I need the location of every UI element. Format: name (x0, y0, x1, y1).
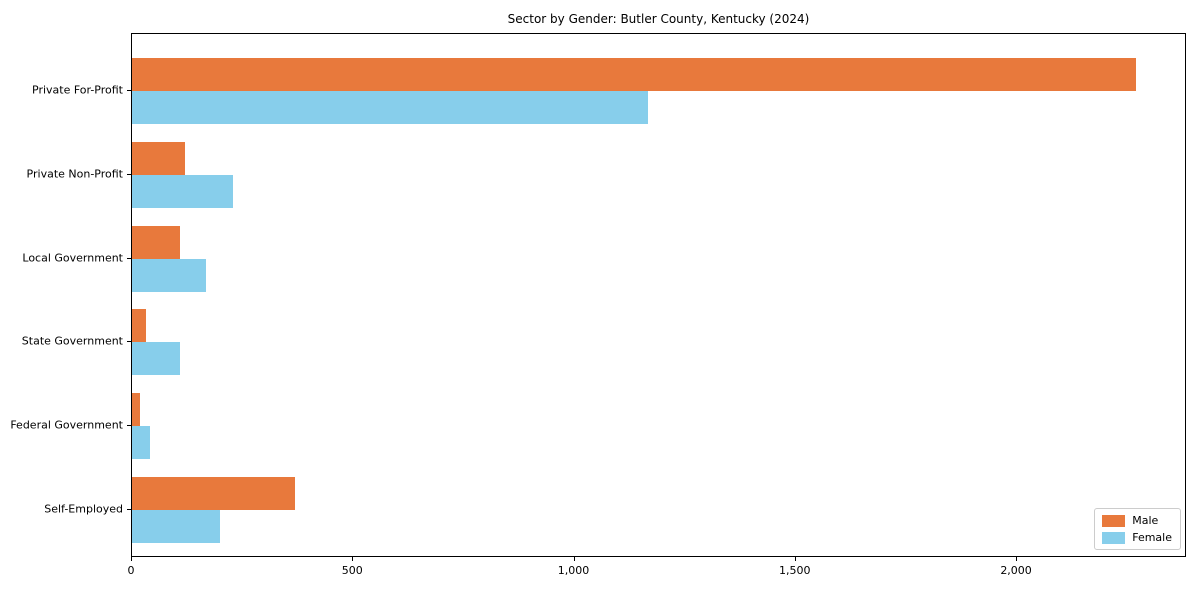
bar-male-4 (132, 309, 147, 343)
bar-female-5 (132, 426, 151, 460)
bar-female-4 (132, 342, 180, 376)
x-tick-label: 0 (127, 564, 135, 577)
bar-male-3 (132, 225, 181, 259)
x-tick-mark (573, 557, 575, 561)
legend: Male Female (1094, 508, 1181, 550)
plot-area: Male Female (131, 33, 1186, 557)
y-tick-mark (127, 173, 131, 175)
y-tick-label: Private For-Profit (32, 83, 123, 97)
x-tick-label: 2,000 (1000, 564, 1032, 577)
legend-item-female: Female (1102, 531, 1172, 544)
x-tick-mark (131, 557, 132, 561)
y-tick-mark (127, 257, 131, 259)
y-tick-mark (127, 425, 131, 427)
chart-title: Sector by Gender: Butler County, Kentuck… (507, 12, 810, 26)
y-tick-label: Self-Employed (44, 502, 123, 516)
x-tick-mark (1016, 557, 1018, 561)
y-tick-label: Federal Government (10, 418, 123, 432)
y-tick-mark (127, 509, 131, 510)
bar-male-1 (132, 58, 1137, 91)
bar-male-5 (132, 393, 140, 427)
bar-male-2 (132, 141, 186, 175)
x-tick-mark (352, 557, 354, 561)
legend-label: Female (1132, 531, 1172, 544)
bar-female-6 (132, 510, 221, 543)
bar-male-6 (132, 477, 296, 510)
x-tick-label: 1,500 (779, 564, 811, 577)
legend-swatch-female (1102, 531, 1126, 544)
legend-label: Male (1132, 514, 1159, 527)
x-tick-mark (794, 557, 796, 561)
x-tick-label: 500 (341, 564, 363, 577)
y-tick-label: Private Non-Profit (26, 167, 123, 181)
y-tick-label: Local Government (22, 251, 123, 265)
bar-female-1 (132, 91, 648, 124)
bar-female-2 (132, 174, 233, 208)
y-tick-mark (127, 90, 131, 91)
bar-female-3 (132, 258, 206, 292)
y-tick-label: State Government (21, 334, 123, 348)
x-tick-label: 1,000 (557, 564, 590, 577)
y-tick-mark (127, 341, 131, 343)
legend-swatch-male (1102, 514, 1126, 527)
legend-item-male: Male (1102, 514, 1172, 527)
